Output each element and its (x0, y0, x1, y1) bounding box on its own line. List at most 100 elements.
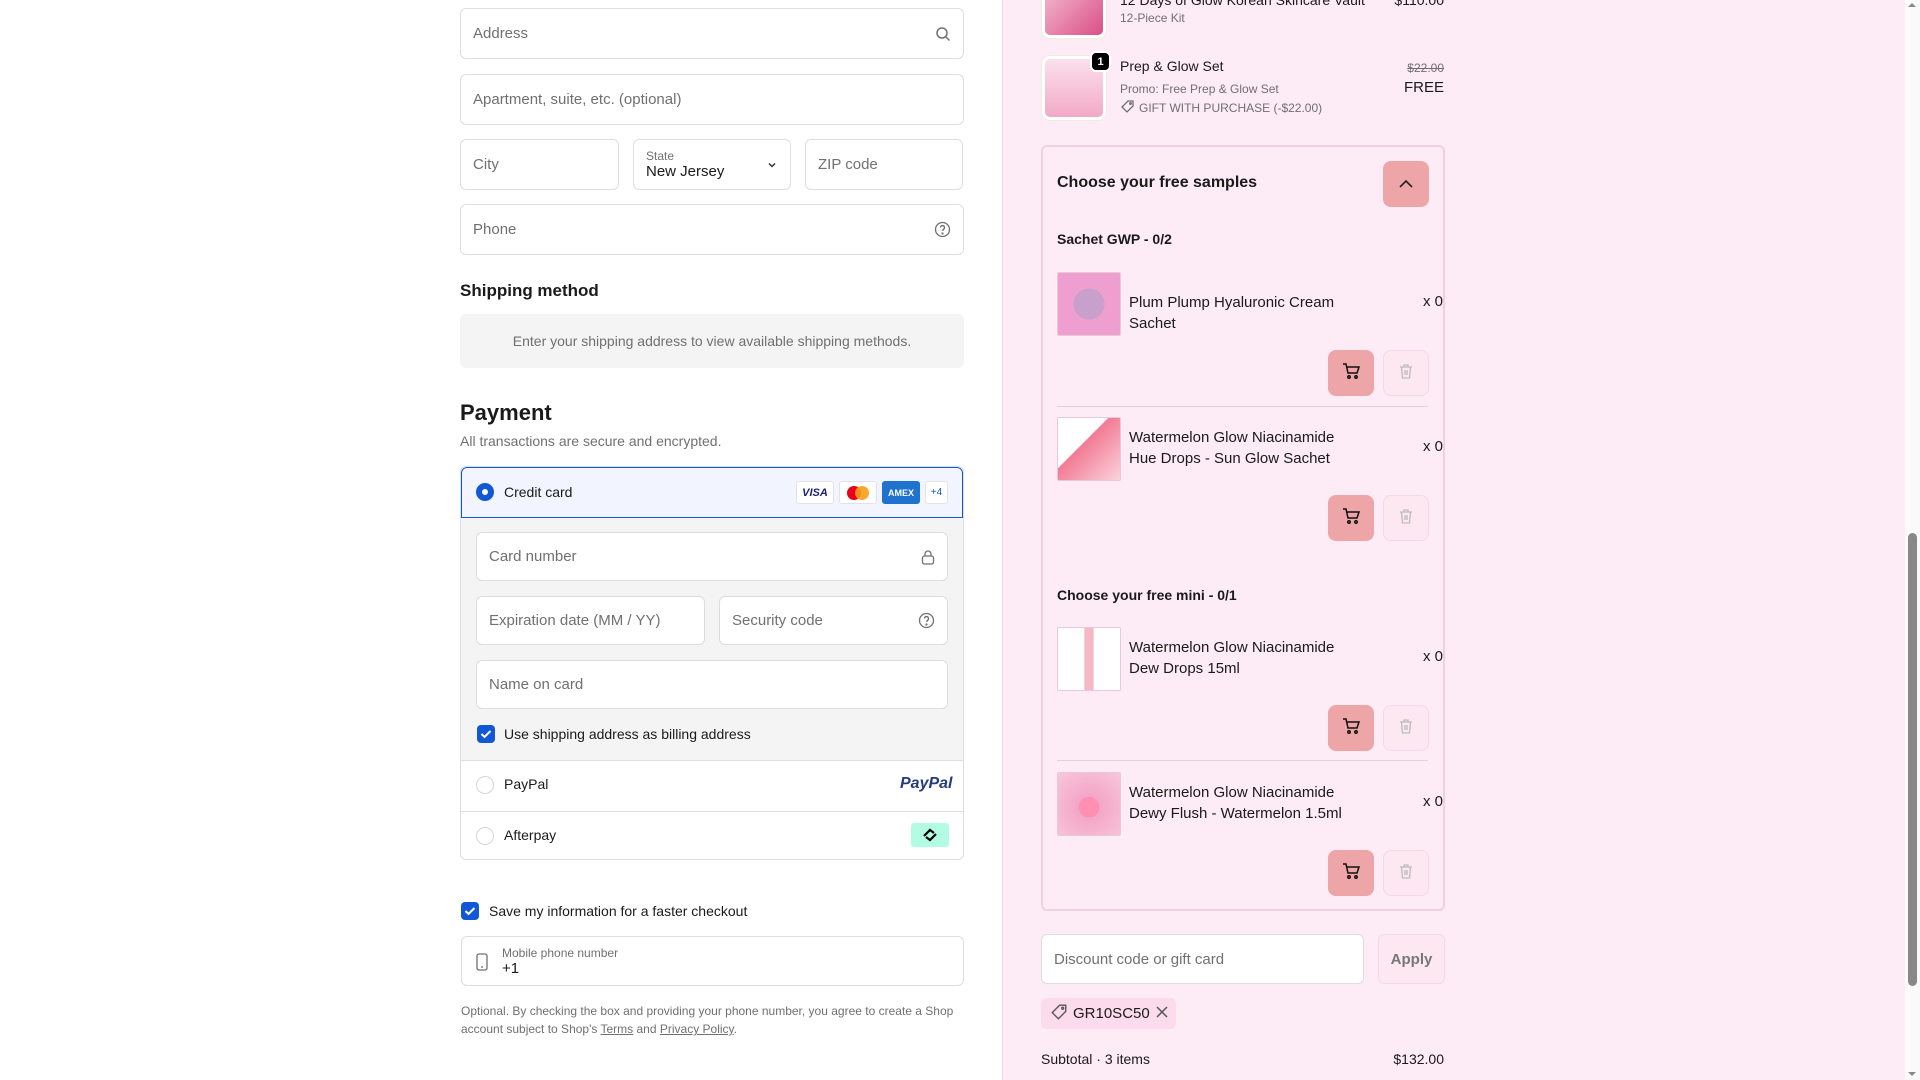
collapse-samples-button[interactable] (1383, 161, 1429, 207)
afterpay-radio[interactable] (476, 827, 494, 845)
expiration-input[interactable]: Expiration date (MM / YY) (476, 596, 705, 645)
free-samples-title: Choose your free samples (1057, 174, 1258, 191)
scrollbar[interactable] (1905, 0, 1920, 1080)
remove-sample-button[interactable] (1383, 350, 1429, 396)
sample-name: Plum Plump Hyaluronic Cream Sachet (1129, 294, 1335, 332)
security-code-input[interactable]: Security code (719, 596, 948, 645)
apartment-input[interactable]: Apartment, suite, etc. (optional) (460, 74, 964, 125)
paypal-logo: PayPal (900, 775, 953, 792)
item-name: 12 Days of Glow Korean Skincare Vault (1120, 0, 1365, 8)
zip-input[interactable]: ZIP code (805, 139, 963, 190)
lock-icon (921, 549, 935, 565)
scroll-up-arrow[interactable] (1908, 3, 1916, 7)
legal-period: . (733, 1022, 738, 1036)
add-sample-button[interactable] (1328, 705, 1374, 751)
mastercard-logo (839, 481, 877, 504)
expiration-placeholder: Expiration date (MM / YY) (489, 612, 661, 629)
subtotal-label: Subtotal · 3 items (1041, 1051, 1150, 1067)
save-info-label: Save my information for a faster checkou… (489, 903, 748, 919)
remove-sample-button[interactable] (1383, 495, 1429, 541)
remove-discount-icon[interactable] (1156, 1005, 1168, 1022)
trash-icon (1399, 718, 1413, 738)
search-icon (935, 26, 951, 42)
billing-address-checkbox[interactable] (477, 725, 495, 743)
sample-image (1057, 417, 1121, 481)
cart-icon (1342, 717, 1361, 739)
subtotal-value: $132.00 (1393, 1051, 1444, 1067)
visa-logo: VISA (796, 481, 834, 504)
sample-group-heading: Sachet GWP - 0/2 (1057, 231, 1172, 247)
help-icon[interactable] (918, 612, 935, 629)
item-price: $110.00 (1394, 0, 1444, 8)
add-sample-button[interactable] (1328, 350, 1374, 396)
name-on-card-input[interactable]: Name on card (476, 660, 948, 709)
cart-icon (1342, 507, 1361, 529)
scroll-down-arrow[interactable] (1908, 1072, 1916, 1076)
phone-input[interactable]: Phone (460, 204, 964, 255)
apply-discount-button[interactable]: Apply (1378, 934, 1445, 984)
city-placeholder: City (473, 156, 499, 173)
billing-address-label: Use shipping address as billing address (504, 726, 751, 742)
name-on-card-placeholder: Name on card (489, 676, 584, 693)
state-label: State (646, 149, 675, 163)
add-sample-button[interactable] (1328, 850, 1374, 896)
payment-subtitle: All transactions are secure and encrypte… (460, 433, 722, 449)
sample-group-heading: Choose your free mini - 0/1 (1057, 587, 1237, 603)
address-placeholder: Address (473, 25, 529, 42)
discount-code-input[interactable]: Discount code or gift card (1041, 934, 1364, 984)
state-select[interactable]: State New Jersey (633, 139, 791, 190)
credit-card-option[interactable] (461, 467, 963, 518)
scrollbar-thumb[interactable] (1908, 533, 1917, 986)
cart-icon (1342, 862, 1361, 884)
cart-icon (1342, 362, 1361, 384)
trash-icon (1399, 863, 1413, 883)
tag-icon (1051, 1004, 1067, 1024)
shop-legal-text: Optional. By checking the box and provid… (461, 1002, 971, 1038)
legal-and: and (633, 1022, 660, 1036)
amex-logo: AMEX (882, 481, 920, 504)
add-sample-button[interactable] (1328, 495, 1374, 541)
shipping-notice: Enter your shipping address to view avai… (460, 314, 964, 368)
save-info-checkbox[interactable] (461, 902, 479, 920)
phone-placeholder: Phone (473, 221, 517, 238)
mobile-phone-label: Mobile phone number (502, 945, 619, 960)
remove-sample-button[interactable] (1383, 705, 1429, 751)
sample-quantity: x 0 (1422, 648, 1443, 665)
sample-name: Watermelon Glow Niacinamide Hue Drops - … (1129, 429, 1335, 467)
help-icon[interactable] (934, 221, 951, 238)
paypal-radio[interactable] (476, 776, 494, 794)
address-input[interactable]: Address (460, 8, 964, 59)
payment-heading: Payment (460, 400, 552, 425)
privacy-policy-link[interactable]: Privacy Policy (659, 1022, 734, 1036)
card-number-placeholder: Card number (489, 548, 577, 565)
divider (1057, 760, 1428, 761)
product-image-vault (1042, 0, 1106, 38)
item-price: FREE (1403, 79, 1444, 96)
credit-card-radio[interactable] (476, 483, 494, 501)
sample-quantity: x 0 (1422, 438, 1443, 455)
terms-link[interactable]: Terms (600, 1022, 634, 1036)
mobile-phone-icon (476, 953, 488, 975)
state-value: New Jersey (646, 163, 725, 180)
trash-icon (1399, 508, 1413, 528)
divider (1057, 406, 1428, 407)
sample-name: Watermelon Glow Niacinamide Dewy Flush -… (1129, 784, 1342, 822)
credit-card-label: Credit card (504, 484, 573, 500)
legal-prefix: Optional. By checking the box and provid… (461, 1004, 954, 1036)
mobile-phone-value: +1 (502, 959, 520, 977)
afterpay-logo (911, 823, 949, 847)
sample-image (1057, 272, 1121, 336)
sample-quantity: x 0 (1422, 793, 1443, 810)
sample-image (1057, 627, 1121, 691)
city-input[interactable]: City (460, 139, 619, 190)
tag-icon (1121, 100, 1134, 117)
remove-sample-button[interactable] (1383, 850, 1429, 896)
zip-placeholder: ZIP code (818, 156, 878, 173)
item-discount: GIFT WITH PURCHASE (-$22.00) (1139, 101, 1323, 115)
shipping-method-heading: Shipping method (460, 281, 599, 300)
mobile-phone-input[interactable]: Mobile phone number +1 (461, 936, 964, 986)
free-samples-box (1041, 145, 1445, 911)
trash-icon (1399, 363, 1413, 383)
chevron-down-icon (766, 158, 778, 175)
card-number-input[interactable]: Card number (476, 532, 948, 581)
